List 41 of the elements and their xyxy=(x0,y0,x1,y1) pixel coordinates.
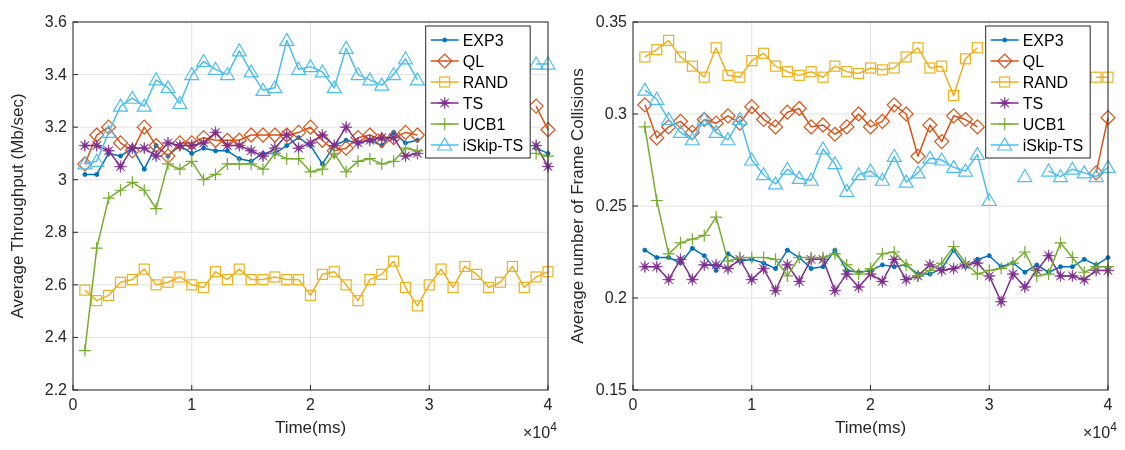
y-tick-label: 2.4 xyxy=(44,328,68,346)
x-tick-label: 4 xyxy=(543,396,553,413)
legend-label: EXP3 xyxy=(1022,32,1064,49)
y-tick-label: 3.4 xyxy=(44,65,68,83)
y-tick-label: 0.3 xyxy=(604,105,628,122)
legend-label: RAND xyxy=(462,74,509,91)
y-axis-title: Average Throughput (Mb/sec) xyxy=(8,93,27,319)
y-tick-label: 2.6 xyxy=(44,275,68,293)
legend-label: RAND xyxy=(1022,74,1069,91)
y-tick-label: 2.2 xyxy=(44,381,68,398)
x-tick-label: 3 xyxy=(984,396,994,413)
legend-label: TS xyxy=(462,95,484,112)
legend-label: iSkip-TS xyxy=(1022,137,1084,154)
x-tick-label: 1 xyxy=(747,396,757,413)
text: ×10$^{4}$ xyxy=(523,420,558,441)
x-tick-label: 0 xyxy=(68,396,78,413)
legend-label: UCB1 xyxy=(1022,116,1066,133)
x-tick-label: 2 xyxy=(866,396,876,413)
legend-label: TS xyxy=(1022,95,1044,112)
y-axis-title: Average number of Frame Collisions xyxy=(568,68,587,344)
y-tick-label: 3 xyxy=(58,170,68,188)
y-tick-label: 0.15 xyxy=(595,381,628,398)
x-axis-title: Time(ms) xyxy=(834,418,907,437)
y-tick-label: 3.2 xyxy=(44,118,68,136)
x-tick-label: 1 xyxy=(187,396,197,413)
y-tick-label: 3.6 xyxy=(44,13,68,30)
legend-label: UCB1 xyxy=(462,116,506,133)
legend-label: QL xyxy=(462,53,485,70)
legend-label: QL xyxy=(1022,53,1045,70)
y-tick-label: 0.35 xyxy=(595,13,628,30)
text: ×10$^{4}$ xyxy=(1083,420,1118,441)
legend-label: iSkip-TS xyxy=(462,137,524,154)
x-tick-label: 3 xyxy=(424,396,434,413)
y-tick-label: 0.2 xyxy=(604,289,628,306)
y-tick-label: 2.8 xyxy=(44,223,68,241)
x-tick-label: 4 xyxy=(1103,396,1113,413)
legend-label: EXP3 xyxy=(462,32,504,49)
x-tick-label: 0 xyxy=(628,396,638,413)
x-axis-title: Time(ms) xyxy=(274,418,347,437)
x-tick-label: 2 xyxy=(306,396,316,413)
y-tick-label: 0.25 xyxy=(595,197,628,214)
